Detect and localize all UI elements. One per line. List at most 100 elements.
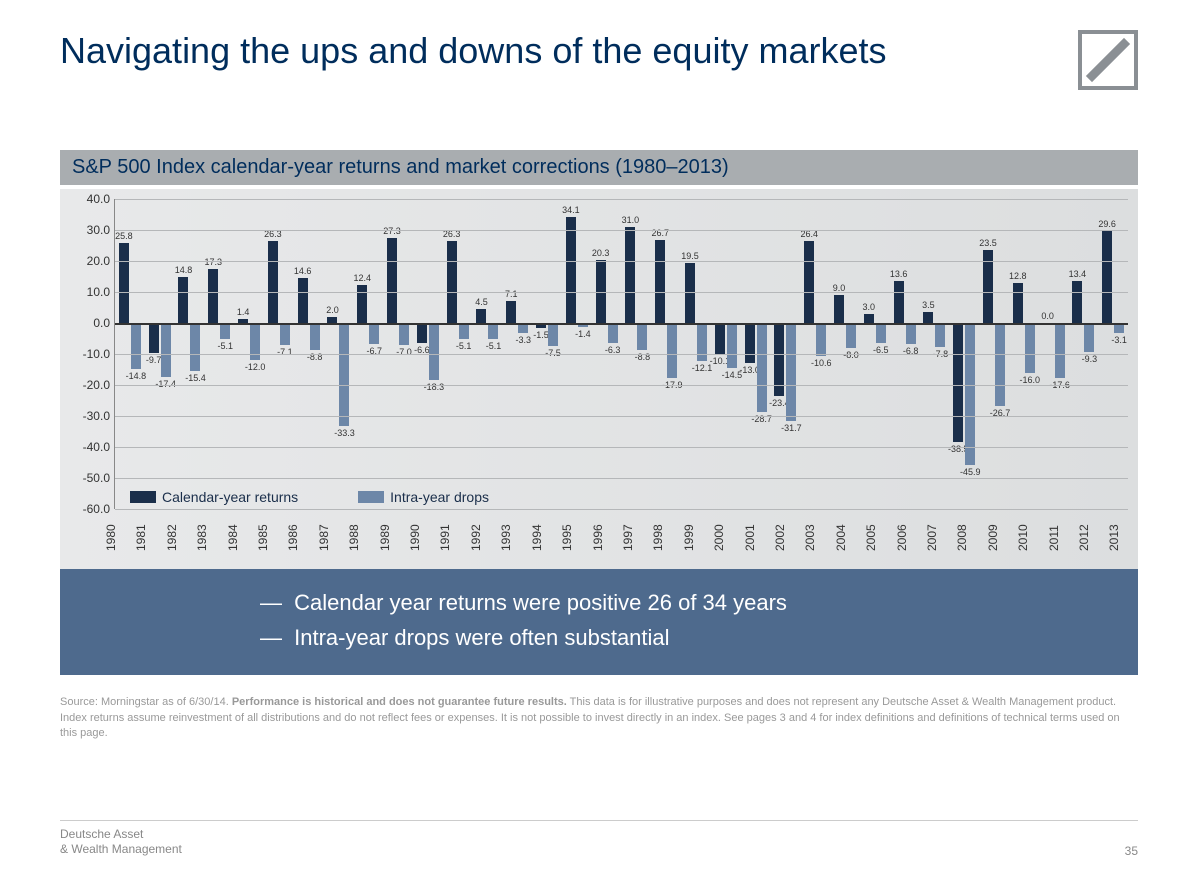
y-tick-label: -20.0 — [83, 378, 110, 392]
bar-drops: -5.1 — [488, 323, 498, 339]
bar-label-returns: 34.1 — [562, 205, 580, 215]
bar-returns: 25.8 — [119, 243, 129, 323]
y-tick-label: -50.0 — [83, 471, 110, 485]
slide-footer: Deutsche Asset & Wealth Management 35 — [60, 820, 1138, 858]
x-axis-year: 1981 — [134, 511, 164, 569]
legend-label-returns: Calendar-year returns — [162, 489, 298, 505]
x-axis-year: 2000 — [712, 511, 742, 569]
bar-drops: -26.7 — [995, 323, 1005, 406]
bar-label-returns: 19.5 — [681, 251, 699, 261]
bar-label-returns: 4.5 — [475, 297, 488, 307]
gridline — [115, 354, 1128, 355]
x-axis-year: 2003 — [803, 511, 833, 569]
bar-returns: 12.4 — [357, 285, 367, 323]
chart-plot: 25.8-14.8-9.7-17.414.8-15.417.3-5.11.4-1… — [114, 199, 1128, 509]
bar-drops: -33.3 — [339, 323, 349, 426]
disclaimer-bold: Performance is historical and does not g… — [232, 696, 567, 708]
x-axis-year: 1986 — [286, 511, 316, 569]
x-axis-year: 2009 — [986, 511, 1016, 569]
x-axis: 1980198119821983198419851986198719881989… — [104, 511, 1138, 569]
chart-area: 40.030.020.010.00.0-10.0-20.0-30.0-40.0-… — [60, 189, 1138, 569]
bar-label-returns: 3.5 — [922, 300, 935, 310]
legend-label-drops: Intra-year drops — [390, 489, 489, 505]
footer-brand-line1: Deutsche Asset — [60, 827, 182, 843]
gridline — [115, 416, 1128, 417]
bar-drops: -6.5 — [876, 323, 886, 343]
gridline — [115, 385, 1128, 386]
y-tick-label: -30.0 — [83, 409, 110, 423]
bar-drops: -18.3 — [429, 323, 439, 380]
bar-returns: -6.6 — [417, 323, 427, 343]
x-axis-year: 1980 — [104, 511, 134, 569]
x-axis-year: 1997 — [621, 511, 651, 569]
y-tick-label: -10.0 — [83, 347, 110, 361]
bar-label-returns: 27.3 — [383, 226, 401, 236]
bar-returns: 26.7 — [655, 240, 665, 323]
x-axis-year: 2002 — [773, 511, 803, 569]
callout-line-2: Intra-year drops were often substantial — [260, 620, 1098, 655]
bar-drops: -6.3 — [608, 323, 618, 343]
brand-logo-icon — [1078, 30, 1138, 90]
x-axis-year: 2001 — [743, 511, 773, 569]
bar-drops: -8.0 — [846, 323, 856, 348]
x-axis-year: 2006 — [895, 511, 925, 569]
bar-label-drops: -7.0 — [396, 347, 412, 357]
bar-label-returns: 0.0 — [1041, 311, 1054, 321]
x-axis-year: 1999 — [682, 511, 712, 569]
bar-label-returns: 3.0 — [863, 302, 876, 312]
callout-line-1: Calendar year returns were positive 26 o… — [260, 585, 1098, 620]
gridline — [115, 509, 1128, 510]
gridline — [115, 478, 1128, 479]
bar-label-returns: 20.3 — [592, 248, 610, 258]
x-axis-year: 1983 — [195, 511, 225, 569]
bar-label-drops: -33.3 — [334, 428, 355, 438]
bar-drops: -7.5 — [548, 323, 558, 346]
bar-returns: 26.4 — [804, 241, 814, 323]
bar-returns: -13.0 — [745, 323, 755, 363]
bar-returns: 3.5 — [923, 312, 933, 323]
legend-drops: Intra-year drops — [358, 489, 489, 505]
x-axis-year: 1989 — [378, 511, 408, 569]
gridline — [115, 230, 1128, 231]
gridline — [115, 199, 1128, 200]
bar-label-returns: 12.4 — [354, 273, 372, 283]
bar-label-drops: -14.8 — [126, 371, 147, 381]
y-tick-label: 40.0 — [87, 192, 110, 206]
bar-returns: -38.5 — [953, 323, 963, 442]
bar-label-drops: -9.3 — [1082, 354, 1098, 364]
x-axis-year: 2010 — [1016, 511, 1046, 569]
y-tick-label: 10.0 — [87, 285, 110, 299]
bar-returns: 29.6 — [1102, 231, 1112, 323]
x-axis-year: 1994 — [530, 511, 560, 569]
bar-returns: 12.8 — [1013, 283, 1023, 323]
x-axis-year: 1987 — [317, 511, 347, 569]
bar-drops: -45.9 — [965, 323, 975, 465]
legend-swatch-drops — [358, 491, 384, 503]
y-tick-label: 0.0 — [93, 316, 110, 330]
x-axis-year: 1995 — [560, 511, 590, 569]
legend-returns: Calendar-year returns — [130, 489, 298, 505]
bar-returns: 9.0 — [834, 295, 844, 323]
bar-returns: 3.0 — [864, 314, 874, 323]
x-axis-year: 2011 — [1047, 511, 1077, 569]
bar-drops: -7.1 — [280, 323, 290, 345]
bar-label-returns: 1.4 — [237, 307, 250, 317]
bar-label-drops: -3.3 — [515, 335, 531, 345]
gridline — [115, 292, 1128, 293]
bar-label-returns: 13.4 — [1069, 269, 1087, 279]
gridline — [115, 447, 1128, 448]
footer-brand-line2: & Wealth Management — [60, 842, 182, 858]
bar-returns: 31.0 — [625, 227, 635, 323]
bar-label-drops: -10.6 — [811, 358, 832, 368]
bar-drops: -7.8 — [935, 323, 945, 347]
bar-label-returns: 29.6 — [1098, 219, 1116, 229]
bar-drops: -16.0 — [1025, 323, 1035, 373]
x-axis-year: 1991 — [438, 511, 468, 569]
legend-swatch-returns — [130, 491, 156, 503]
slide-container: Navigating the ups and downs of the equi… — [0, 0, 1198, 872]
x-axis-year: 1990 — [408, 511, 438, 569]
bar-label-drops: -45.9 — [960, 467, 981, 477]
slide-header: Navigating the ups and downs of the equi… — [60, 30, 1138, 90]
bar-label-drops: -5.1 — [456, 341, 472, 351]
x-axis-year: 1982 — [165, 511, 195, 569]
